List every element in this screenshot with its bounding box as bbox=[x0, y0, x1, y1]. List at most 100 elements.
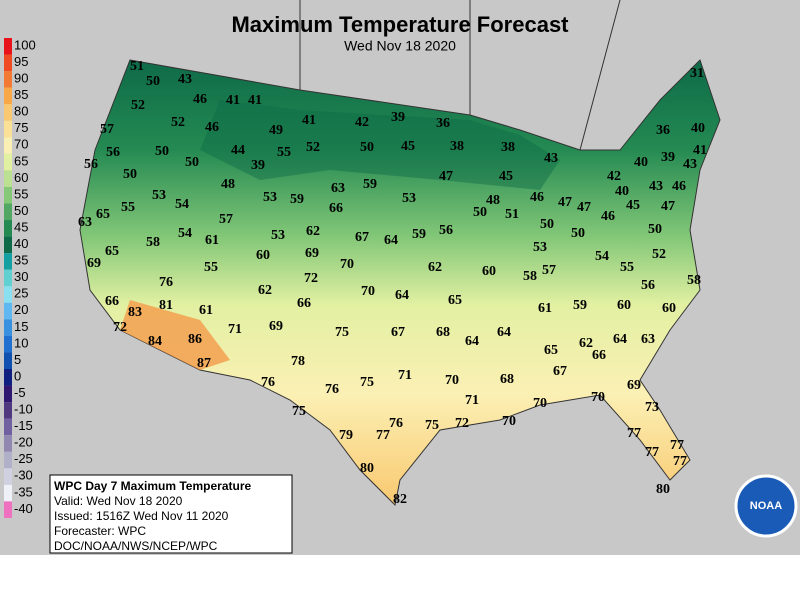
legend-swatch bbox=[4, 104, 12, 121]
station-temp: 77 bbox=[670, 438, 684, 453]
station-temp: 43 bbox=[649, 179, 663, 194]
legend-swatch bbox=[4, 385, 12, 403]
legend-label: 80 bbox=[14, 104, 28, 119]
station-temp: 48 bbox=[486, 193, 500, 208]
legend-swatch bbox=[4, 186, 12, 204]
station-temp: 69 bbox=[305, 246, 319, 261]
station-temp: 62 bbox=[306, 224, 320, 239]
legend-label: 40 bbox=[14, 236, 28, 251]
legend-swatch bbox=[4, 87, 12, 105]
legend-label: 45 bbox=[14, 219, 28, 234]
station-temp: 59 bbox=[412, 227, 426, 242]
station-temp: 55 bbox=[121, 200, 135, 215]
station-temp: 58 bbox=[687, 273, 701, 288]
legend-label: 95 bbox=[14, 54, 28, 69]
station-temp: 39 bbox=[661, 150, 675, 165]
station-temp: 57 bbox=[542, 263, 556, 278]
legend-swatch bbox=[4, 435, 12, 452]
station-temp: 52 bbox=[171, 115, 185, 130]
station-temp: 67 bbox=[355, 230, 369, 245]
station-temp: 76 bbox=[389, 416, 403, 431]
station-temp: 65 bbox=[448, 293, 462, 308]
station-temp: 62 bbox=[428, 260, 442, 275]
station-temp: 46 bbox=[193, 92, 207, 107]
legend-swatch bbox=[4, 468, 12, 485]
station-temp: 59 bbox=[363, 177, 377, 192]
legend-label: 85 bbox=[14, 87, 28, 102]
station-temp: 72 bbox=[304, 271, 318, 286]
legend-label: 30 bbox=[14, 269, 28, 284]
station-temp: 48 bbox=[221, 177, 235, 192]
station-temp: 53 bbox=[263, 190, 277, 205]
station-temp: 64 bbox=[613, 332, 627, 347]
station-temp: 87 bbox=[197, 356, 211, 371]
station-temp: 47 bbox=[577, 200, 591, 215]
station-temp: 50 bbox=[540, 217, 554, 232]
station-temp: 70 bbox=[591, 390, 605, 405]
station-temp: 75 bbox=[425, 418, 439, 433]
station-temp: 46 bbox=[205, 120, 219, 135]
border bbox=[579, 0, 621, 151]
station-temp: 67 bbox=[391, 325, 405, 340]
legend-swatch bbox=[4, 38, 12, 55]
station-temp: 67 bbox=[553, 364, 567, 379]
legend-label: -25 bbox=[14, 451, 33, 466]
legend-label: 15 bbox=[14, 319, 28, 334]
station-temp: 62 bbox=[579, 336, 593, 351]
station-temp: 38 bbox=[501, 140, 515, 155]
station-temp: 45 bbox=[499, 169, 513, 184]
station-temp: 56 bbox=[106, 145, 120, 160]
station-temp: 71 bbox=[465, 393, 479, 408]
station-temp: 61 bbox=[199, 303, 213, 318]
station-temp: 36 bbox=[656, 123, 670, 138]
station-temp: 68 bbox=[436, 325, 450, 340]
station-temp: 58 bbox=[146, 235, 160, 250]
station-temp: 73 bbox=[645, 400, 659, 415]
legend-label: 50 bbox=[14, 203, 28, 218]
legend-swatch bbox=[4, 352, 12, 369]
station-temp: 44 bbox=[231, 143, 245, 158]
station-temp: 41 bbox=[248, 93, 262, 108]
station-temp: 54 bbox=[178, 226, 192, 241]
station-temp: 66 bbox=[329, 201, 343, 216]
station-temp: 70 bbox=[445, 373, 459, 388]
station-temp: 83 bbox=[128, 305, 142, 320]
legend-label: 90 bbox=[14, 71, 28, 86]
station-temp: 75 bbox=[292, 404, 306, 419]
legend-swatch bbox=[4, 319, 12, 336]
legend-label: -40 bbox=[14, 501, 33, 516]
station-temp: 80 bbox=[360, 461, 374, 476]
station-temp: 62 bbox=[258, 283, 272, 298]
station-temp: 61 bbox=[205, 233, 219, 248]
station-temp: 65 bbox=[544, 343, 558, 358]
station-temp: 70 bbox=[340, 257, 354, 272]
cold-region bbox=[200, 100, 560, 190]
station-temp: 41 bbox=[226, 93, 240, 108]
station-temp: 76 bbox=[325, 382, 339, 397]
station-temp: 49 bbox=[269, 123, 283, 138]
legend-swatch bbox=[4, 203, 12, 221]
station-temp: 66 bbox=[592, 348, 606, 363]
station-temp: 70 bbox=[502, 414, 516, 429]
station-temp: 60 bbox=[482, 264, 496, 279]
station-temp: 66 bbox=[297, 296, 311, 311]
legend-swatch bbox=[4, 120, 12, 138]
legend: 1009590858075706560555045403530252015105… bbox=[4, 37, 36, 518]
legend-swatch bbox=[4, 418, 12, 436]
legend-swatch bbox=[4, 236, 12, 254]
station-temp: 39 bbox=[391, 110, 405, 125]
station-temp: 77 bbox=[627, 426, 641, 441]
station-temp: 64 bbox=[465, 334, 479, 349]
info-box bbox=[49, 474, 293, 554]
legend-swatch bbox=[4, 451, 12, 469]
station-temp: 75 bbox=[335, 325, 349, 340]
legend-label: -35 bbox=[14, 484, 33, 499]
subtitle: Wed Nov 18 2020 bbox=[344, 38, 456, 54]
station-temp: 63 bbox=[78, 215, 92, 230]
station-temp: 65 bbox=[96, 207, 110, 222]
station-temp: 60 bbox=[617, 298, 631, 313]
legend-swatch bbox=[4, 402, 12, 419]
station-temp: 69 bbox=[269, 319, 283, 334]
station-temp: 46 bbox=[530, 190, 544, 205]
station-temp: 57 bbox=[100, 122, 114, 137]
